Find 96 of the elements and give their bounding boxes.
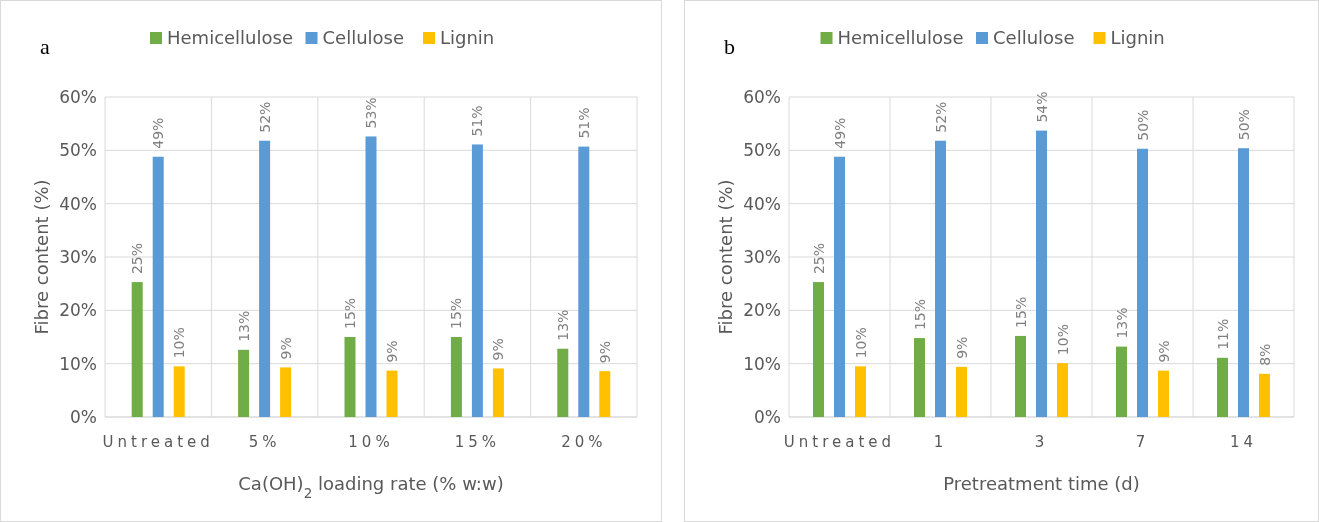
text: a	[40, 34, 50, 59]
y-tick-label: 10%	[743, 353, 781, 374]
bar	[1238, 148, 1249, 417]
x-tick-label: 1	[933, 433, 948, 451]
y-tick-label: 60%	[59, 86, 97, 107]
x-tick-label: Untreated	[783, 433, 896, 451]
bar	[471, 144, 483, 417]
data-label: 9%	[384, 340, 400, 363]
y-tick-label: 0%	[70, 406, 97, 427]
bar	[280, 367, 292, 417]
y-tick-label: 10%	[59, 353, 97, 374]
data-label: 11%	[1214, 318, 1231, 350]
x-axis-title: Ca(OH)$_{2}$ loading rate (% w:w)	[238, 473, 504, 501]
y-tick-label: 40%	[59, 193, 97, 214]
data-label: 10%	[171, 327, 188, 359]
bar	[131, 282, 143, 417]
data-label: 15%	[911, 298, 928, 331]
bar	[956, 366, 967, 417]
data-label: 52%	[256, 101, 273, 133]
y-axis-title: Fibre content (%)	[31, 179, 52, 335]
data-label: 13%	[554, 309, 571, 341]
bar	[914, 338, 925, 417]
y-tick-label: 20%	[59, 300, 97, 321]
bar	[578, 146, 590, 417]
y-tick-label: 50%	[59, 140, 97, 161]
data-label: 8%	[1256, 343, 1273, 366]
bar	[173, 366, 185, 417]
data-label: 15%	[448, 297, 465, 329]
x-tick-label: 20%	[561, 433, 607, 451]
bar	[599, 371, 611, 417]
bar	[1057, 363, 1068, 417]
data-label: 9%	[1155, 340, 1172, 363]
bar	[450, 337, 462, 417]
legend-label: Hemicellulose	[837, 27, 964, 48]
x-tick-label: 3	[1034, 433, 1049, 451]
y-axis-title: Fibre content (%)	[715, 179, 736, 335]
bar	[1137, 148, 1148, 417]
data-label: 9%	[953, 336, 970, 359]
bar	[557, 348, 569, 417]
y-tick-label: 40%	[743, 193, 781, 214]
data-label: 10%	[1054, 324, 1071, 356]
bar	[259, 140, 271, 417]
x-tick-label: Untreated	[102, 433, 214, 451]
x-tick-label: 15%	[454, 433, 501, 451]
bar	[834, 156, 845, 417]
legend-label: Cellulose	[322, 27, 405, 48]
legend-label: Hemicellulose	[167, 27, 293, 48]
x-tick-label: 14	[1229, 433, 1258, 451]
bar	[813, 282, 824, 417]
data-label: 25%	[810, 242, 827, 275]
legend-label: Lignin	[440, 27, 495, 48]
bar	[1116, 346, 1127, 417]
bar	[855, 366, 866, 417]
bar	[1259, 373, 1270, 417]
bar	[1158, 370, 1169, 417]
data-label: 49%	[150, 117, 167, 149]
x-axis-title: Pretreatment time (d)	[943, 473, 1140, 494]
data-label: 53%	[363, 97, 379, 129]
bar	[344, 337, 356, 417]
data-label: 9%	[490, 338, 507, 361]
data-label: 50%	[1235, 109, 1252, 141]
bar	[386, 370, 398, 417]
y-tick-label: 60%	[743, 86, 781, 107]
y-tick-label: 20%	[743, 300, 781, 321]
bar	[492, 368, 504, 417]
data-label: 49%	[831, 117, 848, 149]
x-tick-label: 10%	[348, 433, 394, 451]
data-label: 52%	[932, 101, 949, 133]
data-label: 13%	[1113, 307, 1130, 339]
x-tick-label: 7	[1135, 433, 1150, 451]
data-label: 13%	[235, 310, 252, 342]
bar	[935, 140, 946, 417]
data-label: 10%	[852, 327, 869, 359]
legend-label: Lignin	[1110, 27, 1165, 48]
text: b	[724, 34, 735, 59]
bar	[152, 156, 164, 417]
data-label: 9%	[277, 337, 294, 360]
data-label: 54%	[1033, 91, 1050, 123]
data-label: 15%	[342, 297, 358, 329]
legend-label: Cellulose	[993, 27, 1075, 48]
y-tick-label: 0%	[754, 406, 781, 427]
bar	[238, 349, 250, 417]
bar	[365, 136, 377, 417]
bar	[1015, 335, 1026, 417]
data-label: 51%	[575, 107, 592, 139]
data-label: 25%	[129, 242, 146, 275]
y-tick-label: 50%	[743, 140, 781, 161]
y-tick-label: 30%	[59, 246, 97, 267]
data-label: 50%	[1134, 109, 1151, 141]
data-label: 51%	[469, 105, 486, 137]
bar	[1217, 357, 1228, 417]
bar	[1036, 130, 1047, 417]
y-tick-label: 30%	[743, 246, 781, 267]
data-label: 9%	[596, 340, 613, 364]
data-label: 15%	[1012, 296, 1029, 328]
x-tick-label: 5%	[248, 433, 281, 451]
